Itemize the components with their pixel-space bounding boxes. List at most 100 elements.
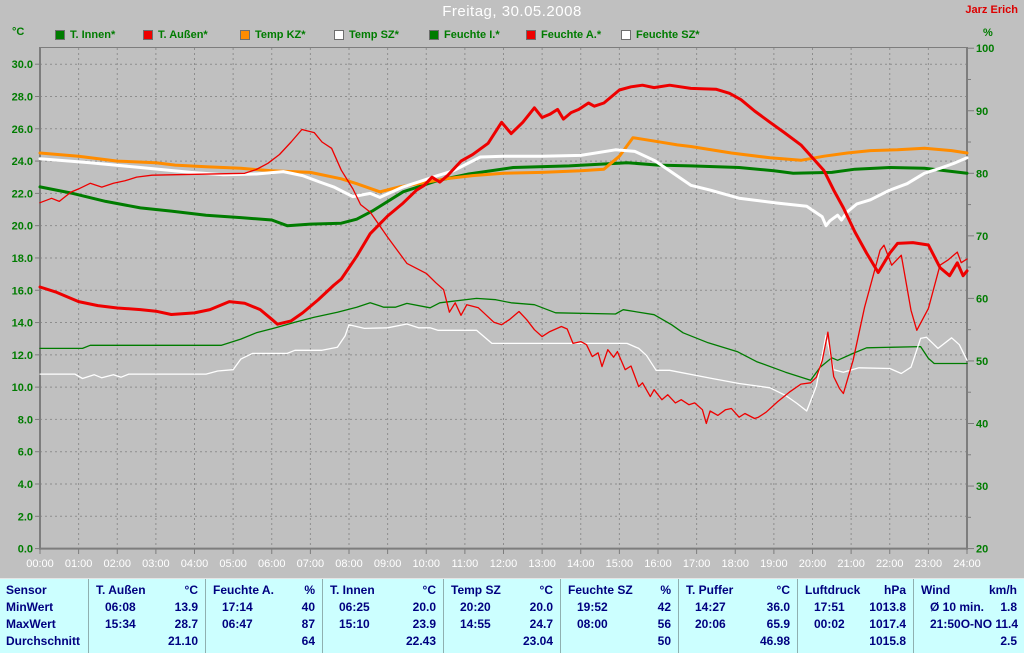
stat-group-feuchte-sz: Feuchte SZ% 19:52 42 08:00 56 50 <box>560 579 678 653</box>
axis-label-x: 17:00 <box>683 558 711 570</box>
stat-max-value: 1017.4 <box>869 617 906 631</box>
stat-min-row: Ø 10 min. 1.8 <box>921 599 1017 616</box>
stat-group-t-puffer: T. Puffer °C 14:27 36.0 20:06 65.9 46.98 <box>678 579 797 653</box>
stat-min-row: 06:25 20.0 <box>330 599 436 616</box>
stat-header-row: T. Außen °C <box>96 582 198 599</box>
stat-min-row: 17:51 1013.8 <box>805 599 906 616</box>
axis-label-x: 12:00 <box>490 558 518 570</box>
legend-item-temp-sz[interactable]: Temp SZ* <box>334 28 399 41</box>
axis-label-left: 26.0 <box>12 124 33 136</box>
legend-swatch-feuchte-a-icon <box>526 29 536 40</box>
legend-item-feuchte-sz[interactable]: Feuchte SZ* <box>621 28 700 41</box>
legend-swatch-t-innen-icon <box>55 29 65 40</box>
stat-max-value: 28.7 <box>174 617 198 631</box>
series-temp-kz-line <box>38 136 969 194</box>
stat-sensor-unit: km/h <box>988 583 1017 597</box>
stat-header-row: Feuchte A.% <box>213 582 315 599</box>
stat-avg-row: 2.5 <box>921 633 1017 650</box>
axis-label-x: 01:00 <box>65 558 93 570</box>
stat-group-feuchte-a: Feuchte A.% 17:14 40 06:47 87 64 <box>205 579 322 653</box>
axis-label-right: 100 <box>976 43 994 55</box>
stat-avg-spacer <box>686 633 695 650</box>
stat-avg-value: 46.98 <box>759 634 790 648</box>
legend-item-feuchte-a[interactable]: Feuchte A.* <box>526 28 601 41</box>
stat-min-time: 20:20 <box>460 600 491 614</box>
stat-group-temp-sz: Temp SZ °C 20:20 20.0 14:55 24.7 23.04 <box>443 579 560 653</box>
stat-max-row: 21:50 O-NO 11.4 <box>921 616 1018 633</box>
stat-avg-spacer <box>451 633 460 650</box>
axis-label-right: 20 <box>976 544 988 556</box>
legend-item-feuchte-i[interactable]: Feuchte I.* <box>429 28 500 41</box>
axis-label-x: 09:00 <box>374 558 402 570</box>
axis-label-x: 04:00 <box>181 558 209 570</box>
legend-swatch-temp-sz-icon <box>334 29 344 40</box>
stat-sensor-unit: % <box>304 583 315 597</box>
stat-min-time: 14:27 <box>695 600 726 614</box>
stat-min-row: 17:14 40 <box>213 599 315 616</box>
stat-min-time: Ø 10 min. <box>930 600 985 614</box>
stat-avg-value: 50 <box>657 634 671 648</box>
stat-sensor-unit: °C <box>539 583 553 597</box>
axis-label-right: 90 <box>976 106 988 118</box>
stat-avg-value: 1015.8 <box>869 634 906 648</box>
stat-min-row: 20:20 20.0 <box>451 599 553 616</box>
axis-label-x: 22:00 <box>876 558 904 570</box>
axis-label-x: 16:00 <box>644 558 672 570</box>
series-feuchte-a-line <box>39 128 968 425</box>
stat-sensor-name: Wind <box>921 583 951 597</box>
stat-max-row: 06:47 87 <box>213 616 315 633</box>
legend-item-temp-kz[interactable]: Temp KZ* <box>240 28 306 41</box>
axis-label-right: 30 <box>976 481 988 493</box>
axis-label-x: 02:00 <box>103 558 131 570</box>
stat-header-row: Luftdruck hPa <box>805 582 906 599</box>
stat-sensor-unit: °C <box>422 583 436 597</box>
stat-avg-spacer <box>568 633 577 650</box>
legend-label: Temp KZ* <box>255 28 306 41</box>
stat-max-time: 14:55 <box>460 617 491 631</box>
axis-label-x: 14:00 <box>567 558 595 570</box>
axis-label-x: 03:00 <box>142 558 170 570</box>
axis-label-x: 15:00 <box>606 558 634 570</box>
axis-label-x: 07:00 <box>297 558 325 570</box>
stat-avg-value: 21.10 <box>167 634 198 648</box>
legend-label: Feuchte SZ* <box>636 28 700 41</box>
stat-min-time: 19:52 <box>577 600 608 614</box>
stats-row-label-maxwert: MaxWert <box>6 617 56 631</box>
series-t-aussen-line <box>38 83 969 326</box>
axis-label-x: 13:00 <box>528 558 556 570</box>
stat-avg-row: 22.43 <box>330 633 436 650</box>
axis-label-x: 18:00 <box>721 558 749 570</box>
stat-sensor-unit: % <box>660 583 671 597</box>
legend-label: T. Außen* <box>158 28 208 41</box>
axis-label-x: 19:00 <box>760 558 788 570</box>
stat-sensor-name: Luftdruck <box>805 583 861 597</box>
stat-sensor-name: T. Außen <box>96 583 146 597</box>
stat-min-value: 13.9 <box>174 600 198 614</box>
series-temp-sz-line <box>38 148 969 228</box>
legend-label: Feuchte I.* <box>444 28 500 41</box>
stat-avg-row: 23.04 <box>451 633 553 650</box>
legend-item-t-aussen[interactable]: T. Außen* <box>143 28 208 41</box>
stats-row-label-sensor: Sensor <box>6 583 47 597</box>
stat-header-row: T. Innen °C <box>330 582 436 599</box>
stat-avg-value: 23.04 <box>522 634 553 648</box>
stat-avg-value: 22.43 <box>405 634 436 648</box>
axis-label-left: 12.0 <box>12 350 33 362</box>
axis-label-left: 10.0 <box>12 382 33 394</box>
stat-min-value: 1013.8 <box>869 600 906 614</box>
axis-label-left: 14.0 <box>12 318 33 330</box>
stat-sensor-name: T. Innen <box>330 583 375 597</box>
axis-label-left: 0.0 <box>18 544 33 556</box>
stat-avg-spacer <box>213 633 222 650</box>
axis-label-left: 22.0 <box>12 188 33 200</box>
stat-sensor-unit: °C <box>776 583 790 597</box>
day-chart: 0.0 2.0 4.0 6.0 8.0 10.0 12.0 14.0 16.0 18.0 20.0 2… <box>12 43 995 570</box>
stat-max-time: 21:50 <box>930 617 961 631</box>
stat-max-time: 06:47 <box>222 617 253 631</box>
legend-item-t-innen[interactable]: T. Innen* <box>55 28 115 41</box>
axis-label-x: 23:00 <box>915 558 943 570</box>
stat-min-value: 40 <box>301 600 315 614</box>
stat-max-time: 08:00 <box>577 617 608 631</box>
stat-sensor-unit: hPa <box>883 583 906 597</box>
axis-label-left: 4.0 <box>18 479 33 491</box>
